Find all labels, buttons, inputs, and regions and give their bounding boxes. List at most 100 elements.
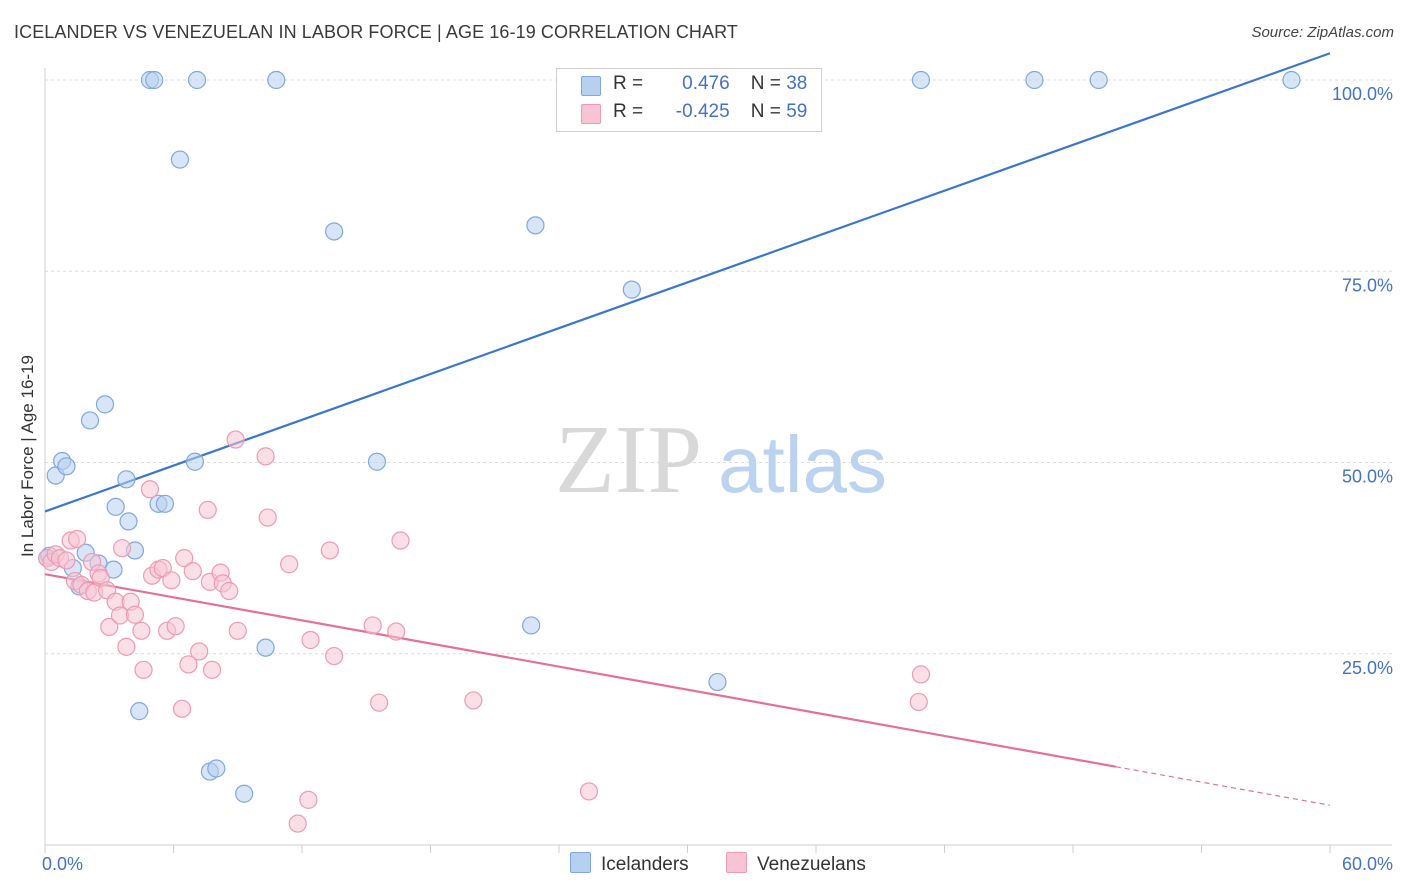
icelander-point bbox=[235, 784, 254, 803]
bottom-legend-label: Icelanders bbox=[601, 854, 689, 875]
y-tick-label: 100.0% bbox=[1332, 84, 1393, 104]
venezuelan-point bbox=[198, 500, 217, 520]
venezuelan-point bbox=[363, 616, 382, 635]
venezuelan-point bbox=[183, 562, 202, 581]
legend-r-value: 0.476 bbox=[682, 73, 730, 94]
bottom-legend-swatch-pink bbox=[726, 852, 747, 873]
icelander-point bbox=[1089, 70, 1108, 90]
venezuelan-point bbox=[100, 617, 119, 637]
icelander-point bbox=[1025, 70, 1044, 90]
venezuelan-point bbox=[220, 581, 239, 601]
chart-title: ICELANDER VS VENEZUELAN IN LABOR FORCE |… bbox=[14, 22, 738, 42]
venezuelan-point bbox=[117, 637, 136, 656]
venezuelan-point bbox=[112, 539, 132, 558]
icelander-point bbox=[256, 638, 275, 657]
venezuelan-point bbox=[68, 529, 87, 549]
icelander-point bbox=[57, 457, 76, 476]
icelander-point bbox=[911, 70, 931, 90]
bottom-legend-icelanders: Icelanders bbox=[570, 852, 689, 876]
icelander-point bbox=[526, 216, 545, 235]
venezuelan-point bbox=[166, 617, 185, 636]
bottom-legend-swatch-blue bbox=[570, 852, 591, 873]
venezuelan-point bbox=[134, 660, 153, 679]
trendline-extension-venezuelans bbox=[1115, 766, 1331, 806]
venezuelan-point bbox=[320, 541, 339, 560]
venezuelan-point bbox=[370, 693, 389, 712]
legend-r-value: -0.425 bbox=[675, 101, 730, 122]
venezuelan-point bbox=[387, 622, 406, 641]
venezuelan-point bbox=[226, 430, 245, 449]
legend-n-value: 38 bbox=[786, 73, 808, 94]
icelander-point bbox=[185, 452, 205, 471]
venezuelan-point bbox=[911, 665, 931, 684]
legend-swatch-pink bbox=[581, 104, 601, 124]
icelander-point bbox=[267, 70, 286, 90]
icelander-point bbox=[325, 222, 344, 241]
venezuelan-point bbox=[175, 549, 194, 568]
venezuelan-point bbox=[464, 691, 483, 710]
venezuelan-point bbox=[162, 571, 181, 590]
icelander-point bbox=[106, 497, 125, 516]
bottom-legend-label: Venezuelans bbox=[757, 854, 866, 875]
watermark-zip: ZIP bbox=[555, 406, 702, 514]
icelander-point bbox=[622, 280, 641, 299]
watermark-atlas: atlas bbox=[718, 420, 887, 509]
y-tick-label: 75.0% bbox=[1342, 275, 1393, 295]
trendline-venezuelans bbox=[44, 573, 1117, 768]
icelander-point bbox=[80, 411, 100, 430]
venezuelan-point bbox=[299, 790, 318, 809]
y-axis-title: In Labor Force | Age 16-19 bbox=[18, 355, 37, 557]
x-tick-label-min: 0.0% bbox=[42, 854, 83, 874]
legend-r-label: R = bbox=[613, 73, 644, 94]
icelander-point bbox=[117, 470, 136, 489]
venezuelan-point bbox=[258, 508, 277, 527]
legend-r-label: R = bbox=[613, 101, 644, 122]
legend-n-value: 59 bbox=[786, 101, 808, 122]
axis-labels: 25.0% 50.0% 75.0% 100.0% 0.0% 60.0% In Labor F… bbox=[18, 84, 1393, 874]
icelander-point bbox=[95, 395, 115, 414]
icelander-point bbox=[145, 70, 164, 90]
icelander-point bbox=[522, 616, 541, 635]
x-tick-label-max: 60.0% bbox=[1342, 854, 1393, 874]
venezuelan-point bbox=[57, 551, 76, 570]
legend-n-label: N = bbox=[750, 101, 781, 122]
venezuelan-point bbox=[391, 531, 410, 550]
legend-n-label: N = bbox=[750, 73, 781, 94]
icelander-point bbox=[207, 759, 226, 778]
icelander-point bbox=[170, 150, 190, 169]
venezuelan-point bbox=[325, 646, 344, 666]
venezuelan-point bbox=[132, 621, 151, 640]
icelander-point bbox=[130, 702, 149, 721]
venezuelan-point bbox=[228, 621, 247, 640]
y-tick-label: 25.0% bbox=[1342, 658, 1393, 678]
icelander-point bbox=[155, 494, 175, 513]
y-tick-label: 50.0% bbox=[1342, 467, 1393, 487]
venezuelan-point bbox=[909, 692, 928, 712]
icelander-point bbox=[187, 70, 207, 90]
bottom-legend-venezuelans: Venezuelans bbox=[726, 852, 866, 876]
grid-lines bbox=[45, 79, 1392, 655]
venezuelan-point bbox=[179, 655, 198, 674]
venezuelan-point bbox=[280, 555, 299, 574]
venezuelan-point bbox=[190, 642, 209, 661]
venezuelan-point bbox=[172, 699, 192, 718]
axes bbox=[44, 68, 1392, 853]
venezuelan-point bbox=[125, 605, 145, 624]
icelander-point bbox=[708, 672, 727, 692]
source-label: Source: ZipAtlas.com bbox=[1251, 24, 1394, 41]
data-points bbox=[38, 70, 1301, 833]
venezuelan-point bbox=[288, 814, 307, 833]
trendline-icelanders bbox=[44, 52, 1331, 513]
venezuelan-point bbox=[579, 782, 599, 801]
legend-swatch-blue bbox=[581, 76, 601, 96]
venezuelan-point bbox=[256, 447, 275, 466]
icelander-point bbox=[367, 452, 387, 471]
watermark: ZIP atlas bbox=[555, 406, 887, 514]
icelander-point bbox=[119, 512, 138, 531]
icelander-point bbox=[1282, 70, 1301, 90]
venezuelan-point bbox=[140, 480, 160, 499]
trendlines bbox=[44, 52, 1331, 806]
venezuelan-point bbox=[301, 630, 320, 650]
correlation-legend: R = 0.476 N = 38 R = -0.425 N = 59 bbox=[556, 68, 822, 132]
